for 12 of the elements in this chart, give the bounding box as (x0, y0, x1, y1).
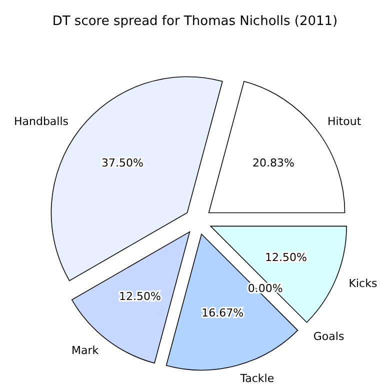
chart-title: DT score spread for Thomas Nicholls (2011) (52, 14, 338, 29)
slice-label: Mark (72, 344, 100, 357)
data-label: 16.67% (202, 306, 244, 320)
slice-label: Tackle (239, 372, 274, 386)
category-label: Goals (313, 330, 344, 343)
slice-label: Hitout (327, 115, 362, 128)
slice-label: Kicks (348, 276, 378, 290)
data-label: 12.50% (119, 290, 162, 304)
data-label: 37.50% (102, 156, 144, 170)
slice-label: Handballs (14, 115, 69, 128)
data-label: 12.50% (264, 250, 307, 264)
data-label: 20.83% (252, 156, 295, 170)
